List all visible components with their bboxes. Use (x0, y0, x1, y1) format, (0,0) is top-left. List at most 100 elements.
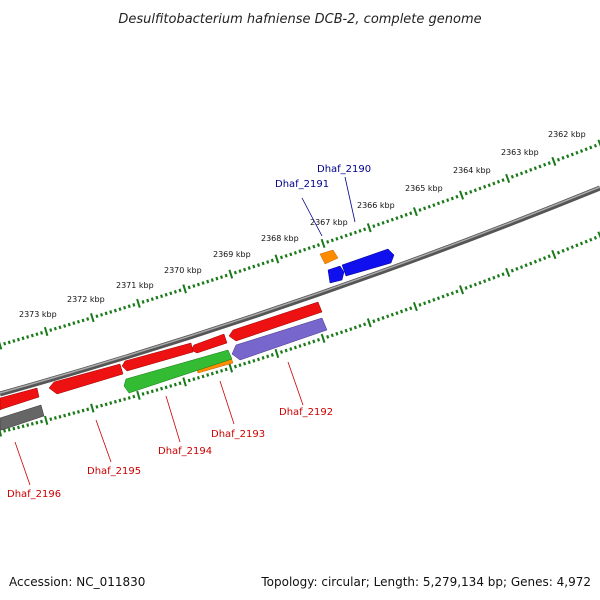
gene-red-1[interactable] (228, 301, 323, 342)
minor-tick (58, 325, 62, 330)
major-tick (366, 223, 372, 233)
minor-tick (298, 249, 302, 254)
minor-tick (584, 147, 588, 152)
minor-tick (160, 386, 164, 391)
map-title: Desulfitobacterium hafniense DCB-2, comp… (118, 12, 481, 27)
minor-tick (349, 232, 353, 236)
minor-tick (132, 302, 136, 307)
gene-dhaf-2196[interactable] (0, 404, 45, 431)
minor-tick (100, 403, 104, 408)
minor-tick (233, 364, 237, 369)
major-tick (505, 173, 511, 184)
gene-dhaf-2190[interactable] (341, 248, 395, 277)
gene-dhaf-2194[interactable] (123, 349, 233, 394)
gene-label-dhaf-2192[interactable]: Dhaf_2192 (279, 407, 333, 418)
minor-tick (409, 306, 413, 311)
minor-tick (160, 294, 164, 299)
gene-dhaf-2192[interactable] (231, 317, 328, 361)
gene-dhaf-2191[interactable] (319, 249, 339, 265)
kbp-label-2364: 2364 kbp (453, 166, 491, 175)
minor-tick (316, 243, 321, 247)
gene-label-dhaf-2191[interactable]: Dhaf_2191 (275, 179, 329, 190)
minor-tick (178, 381, 182, 386)
minor-tick (187, 285, 191, 290)
leader-lines (14, 176, 356, 486)
minor-tick (575, 150, 579, 155)
major-tick (597, 231, 600, 239)
gene-label-dhaf-2196[interactable]: Dhaf_2196 (7, 489, 61, 500)
minor-tick (72, 321, 76, 326)
minor-tick (589, 237, 593, 242)
minor-tick (12, 426, 16, 431)
gene-label-dhaf-2195[interactable]: Dhaf_2195 (87, 466, 141, 477)
minor-tick (561, 248, 565, 253)
minor-tick (529, 168, 533, 172)
minor-tick (395, 216, 399, 220)
minor-tick (579, 241, 584, 246)
minor-tick (196, 375, 200, 380)
minor-tick (279, 255, 284, 260)
minor-tick (529, 261, 533, 266)
minor-tick (312, 339, 316, 344)
gene-dhaf-2190-a[interactable] (327, 265, 345, 284)
minor-tick (169, 291, 173, 296)
minor-tick (173, 289, 177, 294)
major-tick (320, 333, 326, 344)
minor-tick (344, 233, 348, 238)
minor-tick (155, 295, 159, 300)
minor-tick (533, 166, 537, 171)
gene-label-dhaf-2194[interactable]: Dhaf_2194 (158, 446, 212, 457)
minor-tick (215, 276, 219, 281)
minor-tick (589, 145, 593, 150)
kbp-label-2366: 2366 kbp (357, 201, 395, 210)
minor-tick (335, 331, 339, 336)
gene-label-dhaf-2190[interactable]: Dhaf_2190 (317, 164, 371, 175)
minor-tick (81, 408, 85, 413)
gene-red-4[interactable] (48, 363, 124, 395)
minor-tick (284, 348, 288, 353)
minor-tick (261, 356, 265, 360)
minor-tick (67, 412, 71, 417)
minor-tick (173, 382, 177, 387)
major-tick (274, 348, 280, 359)
minor-tick (40, 330, 44, 335)
minor-tick (538, 164, 542, 169)
minor-tick (339, 235, 344, 240)
minor-tick (330, 238, 334, 243)
major-tick (136, 298, 141, 308)
minor-tick (40, 419, 43, 424)
minor-tick (123, 305, 127, 310)
kbp-label-2369: 2369 kbp (213, 250, 251, 259)
minor-tick (358, 229, 362, 233)
minor-tick (266, 260, 270, 264)
minor-tick (238, 269, 242, 273)
gene-red-3[interactable] (121, 342, 194, 372)
gene-label-dhaf-2193[interactable]: Dhaf_2193 (211, 429, 265, 440)
minor-tick (579, 149, 584, 153)
minor-tick (196, 282, 200, 287)
minor-tick (247, 360, 251, 365)
minor-tick (7, 340, 11, 345)
gene-red-5[interactable] (0, 387, 40, 411)
forward-genes (319, 248, 395, 284)
minor-tick (224, 367, 228, 372)
minor-tick (293, 250, 297, 255)
minor-tick (409, 211, 413, 216)
minor-tick (164, 292, 168, 297)
minor-tick (210, 371, 214, 376)
minor-tick (178, 288, 182, 293)
minor-tick (515, 266, 519, 271)
minor-tick (210, 278, 214, 282)
minor-tick (113, 308, 117, 313)
minor-tick (3, 429, 7, 433)
minor-tick (26, 423, 30, 427)
minor-tick (363, 227, 367, 232)
kbp-label-2367: 2367 kbp (310, 218, 348, 227)
minor-tick (81, 318, 85, 323)
outer-tick-track (0, 139, 600, 350)
minor-tick (432, 298, 436, 302)
minor-tick (220, 368, 224, 373)
minor-tick (358, 324, 362, 328)
minor-tick (510, 268, 514, 273)
minor-tick (376, 317, 381, 322)
